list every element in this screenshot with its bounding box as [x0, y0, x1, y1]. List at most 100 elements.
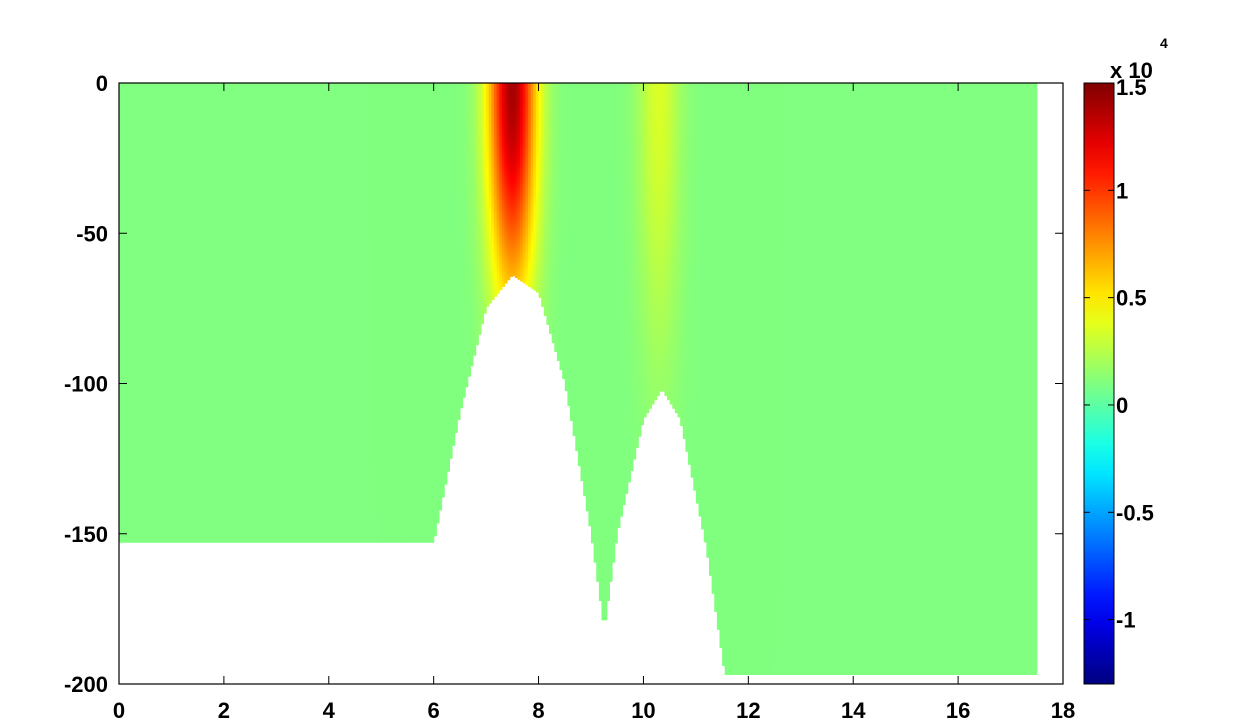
heatmap-cell-column	[554, 83, 558, 352]
heatmap-cell-column	[436, 83, 440, 524]
heatmap-cell-column	[680, 83, 684, 427]
heatmap-cell-column	[829, 83, 833, 675]
heatmap-cell-column	[682, 83, 686, 439]
heatmap-cell-column	[538, 83, 542, 298]
heatmap-cell-column	[745, 83, 749, 675]
y-tick-label: -50	[76, 221, 108, 246]
heatmap-cell-column	[758, 83, 763, 675]
heatmap-cell-column	[648, 83, 652, 409]
heatmap-cell-column	[381, 83, 385, 543]
heatmap-cell-column	[674, 83, 679, 414]
heatmap-cell-column	[307, 83, 312, 543]
heatmap-cell-column	[483, 83, 487, 314]
heatmap-cell-column	[803, 83, 807, 675]
heatmap-cell-column	[137, 83, 141, 543]
heatmap-cell-column	[459, 83, 464, 409]
heatmap-cell-column	[958, 83, 962, 675]
heatmap-cell-column	[855, 83, 860, 675]
heatmap-cell-column	[632, 83, 637, 460]
heatmap-cell-column	[145, 83, 149, 543]
heatmap-cell-column	[926, 83, 930, 675]
heatmap-cell-column	[517, 83, 521, 280]
heatmap-cell-column	[121, 83, 125, 543]
heatmap-cell-column	[604, 83, 608, 621]
heatmap-cell-column	[294, 83, 298, 543]
x-tick-label: 4	[323, 698, 336, 723]
heatmap-cell-column	[150, 83, 154, 543]
heatmap-cell-column	[499, 83, 503, 291]
heatmap-cell-column	[559, 83, 563, 370]
heatmap-cell-column	[976, 83, 980, 675]
heatmap-cell-column	[512, 83, 516, 277]
heatmap-cell-column	[507, 83, 511, 281]
heatmap-cell-column	[142, 83, 146, 543]
heatmap-cell-column	[779, 83, 784, 675]
colorbar-tick-label: 0	[1116, 393, 1128, 418]
heatmap-cell-column	[863, 83, 867, 675]
heatmap-cell-column	[735, 83, 739, 675]
heatmap-cell-column	[562, 83, 566, 379]
heatmap-cell-column	[968, 83, 972, 675]
heatmap-cell-column	[1021, 83, 1025, 675]
heatmap-cell-column	[601, 83, 605, 621]
heatmap-cell-column	[567, 83, 571, 407]
heatmap-cell-column	[313, 83, 317, 543]
x-tick-label: 16	[946, 698, 970, 723]
heatmap-cell-column	[218, 83, 222, 543]
heatmap-cell-column	[1013, 83, 1017, 675]
heatmap-cell-column	[952, 83, 957, 675]
heatmap-cell-column	[887, 83, 891, 675]
heatmap-cell-column	[900, 83, 904, 675]
heatmap-cell-column	[583, 83, 587, 497]
heatmap-cell-column	[158, 83, 162, 543]
heatmap-cell-column	[871, 83, 875, 675]
heatmap-cell-column	[960, 83, 964, 675]
heatmap-cell-column	[992, 83, 996, 675]
heatmap-cell-column	[777, 83, 781, 675]
heatmap-cell-column	[1007, 83, 1012, 675]
heatmap-cell-column	[882, 83, 886, 675]
heatmap-cell-column	[509, 83, 513, 277]
x-tick-label: 18	[1051, 698, 1075, 723]
heatmap-cell-column	[979, 83, 983, 675]
heatmap-cell-column	[667, 83, 671, 401]
heatmap-cell-column	[292, 83, 296, 543]
heatmap-cell-column	[868, 83, 873, 675]
heatmap-cell-column	[611, 83, 616, 563]
heatmap-cell-column	[766, 83, 770, 675]
heatmap-cell-column	[910, 83, 915, 675]
heatmap-cell-column	[310, 83, 314, 543]
heatmap-cell-column	[942, 83, 946, 675]
heatmap-cell-column	[273, 83, 277, 543]
heatmap-cell-column	[252, 83, 256, 543]
heatmap-cell-column	[168, 83, 173, 543]
heatmap-cell-column	[189, 83, 194, 543]
heatmap-cell-column	[126, 83, 131, 543]
heatmap-cell-column	[119, 83, 123, 543]
heatmap-cell-column	[929, 83, 933, 675]
heatmap-cell-column	[858, 83, 862, 675]
heatmap-cell-column	[184, 83, 188, 543]
heatmap-cell-column	[580, 83, 584, 482]
heatmap-cell-column	[591, 83, 595, 544]
heatmap-cell-column	[722, 83, 726, 666]
heatmap-cell-column	[493, 83, 498, 297]
heatmap-cell-column	[585, 83, 589, 512]
heatmap-cell-column	[813, 83, 818, 675]
heatmap-cell-column	[171, 83, 175, 543]
heatmap-cell-column	[281, 83, 285, 543]
heatmap-cell-column	[187, 83, 191, 543]
heatmap-cell-column	[470, 83, 474, 367]
heatmap-cell-column	[850, 83, 854, 675]
heatmap-cell-column	[368, 83, 372, 543]
heatmap-cell-column	[1018, 83, 1022, 675]
heatmap-cell-column	[798, 83, 802, 675]
heatmap-cell-column	[971, 83, 975, 675]
heatmap-cell-column	[698, 83, 702, 517]
heatmap-cell-column	[1010, 83, 1014, 675]
heatmap-cell-column	[446, 83, 450, 472]
heatmap-cell-column	[407, 83, 411, 543]
heatmap-cell-column	[360, 83, 364, 543]
heatmap-cell-column	[496, 83, 500, 294]
heatmap-cell-column	[302, 83, 306, 543]
